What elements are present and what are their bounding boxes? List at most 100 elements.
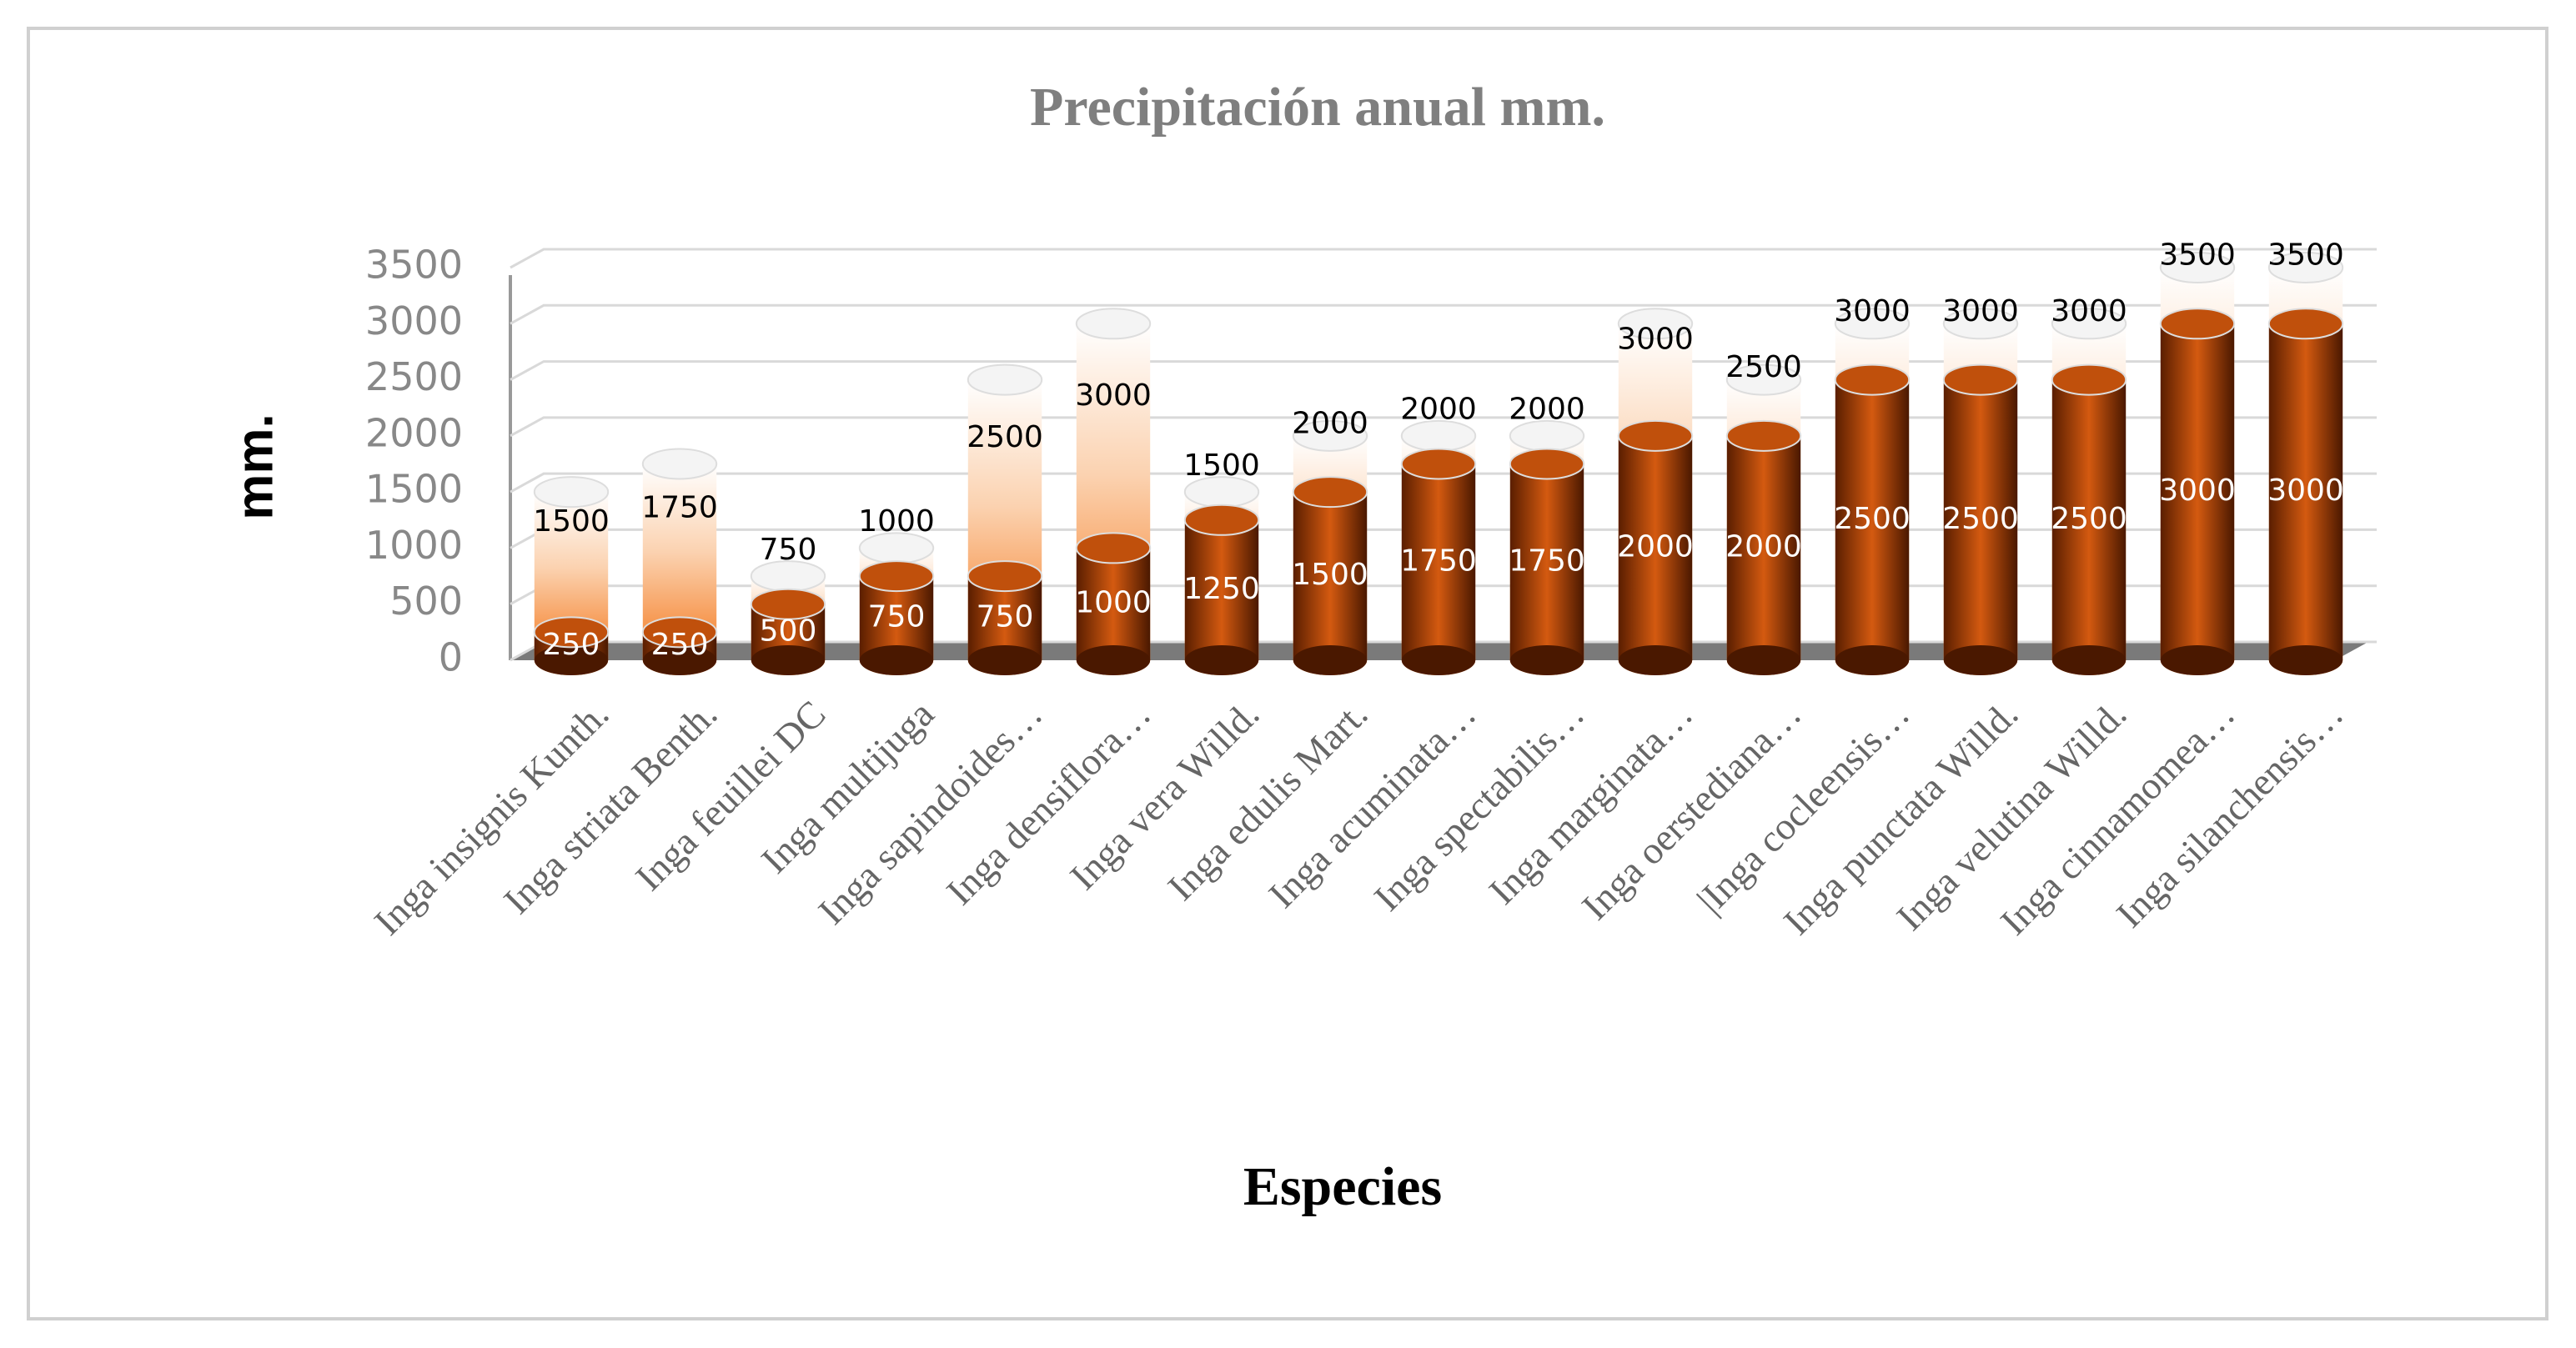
data-label: 2500: [1834, 502, 1911, 536]
bar-min-cap: [1400, 448, 1477, 480]
bar-min-cap: [533, 616, 610, 649]
data-label: 3000: [2051, 294, 2127, 328]
bar-max-cap: [533, 476, 610, 509]
data-label: 2500: [2051, 502, 2127, 536]
data-label: 750: [977, 600, 1034, 634]
data-label: 2000: [1400, 393, 1477, 427]
data-label: 3000: [1617, 322, 1694, 356]
bar-min-base: [642, 645, 717, 675]
bar-min: [1618, 435, 1693, 660]
bar-max-cap: [967, 363, 1043, 396]
chart-title: Precipitación anual mm.: [1030, 77, 1605, 138]
frame: [27, 27, 2548, 1320]
bar-max-cap: [2051, 308, 2127, 340]
data-label: 1750: [1509, 544, 1585, 578]
data-label: 2500: [967, 420, 1043, 454]
bar-min-base: [967, 645, 1042, 675]
data-label: 750: [760, 533, 817, 567]
data-label: 2500: [1942, 502, 2019, 536]
bar-min: [1184, 519, 1259, 660]
bar-min: [2160, 323, 2235, 660]
data-label: 1500: [533, 504, 610, 539]
bar-min-cap: [1942, 363, 2019, 396]
bar-min-base: [2160, 645, 2235, 675]
data-label: 2000: [1725, 529, 1802, 564]
data-label: 2000: [1617, 529, 1694, 564]
data-label: 1500: [1183, 448, 1260, 483]
bar-min-base: [1726, 645, 1801, 675]
y-tick-label: 2000: [365, 410, 463, 455]
data-label: 1000: [858, 504, 935, 539]
bar-min-base: [1293, 645, 1368, 675]
y-tick-label: 0: [439, 635, 463, 680]
bar-min: [1401, 464, 1476, 660]
bar-min-base: [1401, 645, 1476, 675]
data-label: 1750: [1400, 544, 1477, 578]
bar-min-cap: [641, 616, 718, 649]
y-tick-label: 3500: [365, 243, 463, 288]
bar-min: [1293, 492, 1368, 660]
bar-min-base: [859, 645, 934, 675]
grid-line: [510, 303, 2377, 325]
bar-min-base: [1509, 645, 1584, 675]
data-label: 3500: [2159, 238, 2236, 273]
bar-min-base: [1943, 645, 2018, 675]
bar-min-cap: [2159, 308, 2236, 340]
data-label: 2000: [1509, 393, 1585, 427]
data-label: 3000: [1942, 294, 2019, 328]
bar-min-cap: [1292, 476, 1368, 509]
bar-min-cap: [1725, 419, 1802, 452]
bar-min: [2051, 379, 2127, 660]
bar-min-cap: [1075, 532, 1152, 564]
y-tick-label: 1500: [365, 467, 463, 512]
bar-min: [1076, 548, 1151, 660]
data-label: 750: [868, 600, 926, 634]
grid-line: [510, 360, 2377, 381]
bar-min-base: [1618, 645, 1693, 675]
bar-min: [1835, 379, 1910, 660]
data-label: 500: [760, 614, 817, 648]
bar-min-base: [534, 645, 609, 675]
bar-min-cap: [967, 560, 1043, 593]
data-label: 1000: [1075, 586, 1152, 620]
bar-min-cap: [1183, 504, 1260, 536]
y-tick-label: 2500: [365, 354, 463, 399]
bar-min-base: [1076, 645, 1151, 675]
bar-min-base: [1835, 645, 1910, 675]
y-tick-label: 500: [389, 579, 463, 624]
data-label: 2500: [1725, 350, 1802, 384]
bar-min-cap: [858, 560, 935, 593]
data-label: 250: [651, 628, 709, 662]
data-label: 3000: [1075, 378, 1152, 413]
bar-min-base: [1184, 645, 1259, 675]
data-label: 2000: [1292, 406, 1368, 440]
bar-max-cap: [1292, 419, 1368, 452]
data-label: 3000: [2267, 474, 2344, 508]
bar-max-cap: [1834, 308, 1911, 340]
bar-max-cap: [1725, 363, 1802, 396]
y-tick-label: 3000: [365, 298, 463, 343]
data-label: 1250: [1183, 572, 1260, 606]
bar-max-cap: [2159, 252, 2236, 283]
bar-min-base: [751, 645, 826, 675]
bar-min-cap: [1834, 363, 1911, 396]
data-label: 1500: [1292, 558, 1368, 592]
x-axis-label: Especies: [1243, 1156, 1442, 1217]
bar-min: [1509, 464, 1584, 660]
data-label: 3000: [2159, 474, 2236, 508]
bar-max-cap: [1617, 308, 1694, 340]
bar-min-cap: [2267, 308, 2344, 340]
bar-min-base: [2051, 645, 2127, 675]
bar-max-cap: [2267, 252, 2344, 283]
y-axis-label: mm.: [226, 413, 284, 519]
bar-max-cap: [1942, 308, 2019, 340]
bar-min-cap: [750, 588, 826, 620]
bar-min-cap: [2051, 363, 2127, 396]
y-tick-label: 1000: [365, 523, 463, 568]
bar-min-cap: [1509, 448, 1585, 480]
bar-min: [2268, 323, 2343, 660]
data-label: 1750: [641, 490, 718, 524]
bar-min: [1726, 435, 1801, 660]
